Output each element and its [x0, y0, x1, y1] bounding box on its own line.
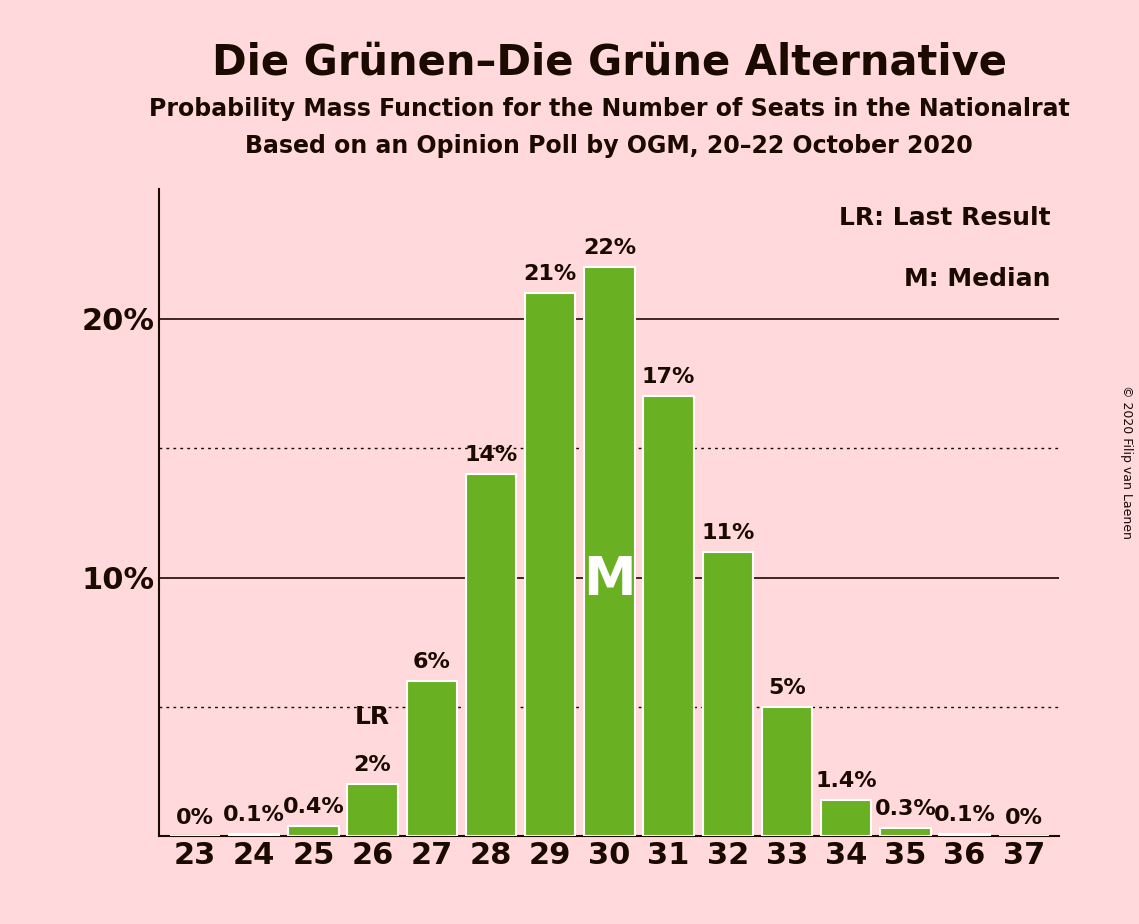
Text: 21%: 21% — [524, 264, 576, 284]
Text: 14%: 14% — [465, 445, 517, 465]
Text: Die Grünen–Die Grüne Alternative: Die Grünen–Die Grüne Alternative — [212, 42, 1007, 83]
Text: 22%: 22% — [583, 238, 636, 258]
Text: LR: LR — [355, 705, 391, 729]
Text: M: Median: M: Median — [903, 267, 1050, 291]
Text: 6%: 6% — [412, 652, 451, 672]
Text: 1.4%: 1.4% — [816, 771, 877, 791]
Bar — [229, 833, 279, 836]
Text: 11%: 11% — [702, 523, 754, 542]
Bar — [940, 833, 990, 836]
Text: 17%: 17% — [642, 368, 695, 387]
Text: 0.3%: 0.3% — [875, 799, 936, 820]
Bar — [762, 707, 812, 836]
Bar — [880, 829, 931, 836]
Bar — [347, 784, 398, 836]
Text: © 2020 Filip van Laenen: © 2020 Filip van Laenen — [1121, 385, 1133, 539]
Bar — [644, 396, 694, 836]
Bar — [525, 293, 575, 836]
Text: 0.4%: 0.4% — [282, 796, 344, 817]
Bar — [821, 800, 871, 836]
Text: 0%: 0% — [1005, 808, 1042, 829]
Bar — [584, 267, 634, 836]
Text: Probability Mass Function for the Number of Seats in the Nationalrat: Probability Mass Function for the Number… — [149, 97, 1070, 121]
Bar — [407, 681, 457, 836]
Text: M: M — [583, 554, 636, 606]
Text: 0%: 0% — [177, 808, 214, 829]
Text: Based on an Opinion Poll by OGM, 20–22 October 2020: Based on an Opinion Poll by OGM, 20–22 O… — [246, 134, 973, 158]
Text: 5%: 5% — [768, 678, 805, 698]
Text: 2%: 2% — [354, 756, 392, 775]
Text: LR: Last Result: LR: Last Result — [838, 206, 1050, 229]
Bar — [703, 552, 753, 836]
Text: 0.1%: 0.1% — [934, 805, 995, 824]
Bar — [288, 826, 338, 836]
Bar — [466, 474, 516, 836]
Text: 0.1%: 0.1% — [223, 805, 285, 824]
